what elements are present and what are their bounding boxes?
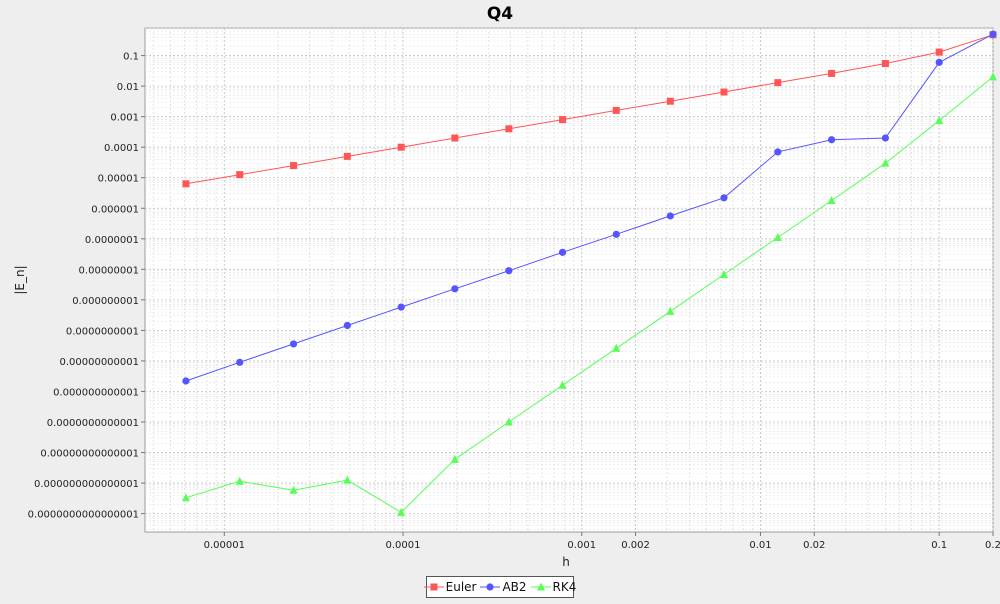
data-point-rk4 bbox=[289, 485, 298, 494]
legend-swatch-marker bbox=[430, 583, 438, 591]
y-tick-label: 0.00001 bbox=[98, 174, 139, 185]
data-point-ab2 bbox=[989, 30, 997, 38]
legend-swatch-rk4 bbox=[530, 582, 551, 591]
data-point-euler bbox=[397, 143, 405, 151]
series-line-rk4 bbox=[185, 76, 994, 514]
data-point-rk4 bbox=[397, 507, 406, 516]
data-point-ab2 bbox=[558, 248, 567, 256]
data-point-rk4 bbox=[935, 115, 944, 124]
legend-swatch-euler bbox=[423, 583, 444, 591]
y-tick-label: 0.000000000001 bbox=[53, 387, 139, 398]
axis-layer: 0.0000000000000001 0.000000000000001 0.000… bbox=[28, 52, 1000, 551]
data-point-euler bbox=[236, 171, 244, 179]
data-point-euler bbox=[935, 48, 943, 56]
data-point-euler bbox=[343, 152, 351, 160]
data-point-euler bbox=[505, 125, 513, 133]
data-point-rk4 bbox=[719, 269, 728, 278]
y-tick-label: 0.0000000001 bbox=[66, 326, 139, 337]
series-line-ab2 bbox=[185, 33, 994, 382]
data-point-ab2 bbox=[612, 230, 620, 238]
data-point-ab2 bbox=[720, 194, 728, 202]
grid-layer bbox=[145, 27, 994, 532]
data-point-euler bbox=[559, 116, 567, 124]
y-tick-label: 0.1 bbox=[123, 52, 139, 63]
data-point-euler bbox=[451, 134, 459, 142]
chart-title: Q4 bbox=[487, 4, 513, 24]
data-point-euler bbox=[666, 97, 674, 105]
x-tick-label: 0.001 bbox=[567, 540, 596, 551]
series-layer bbox=[181, 30, 997, 516]
x-tick-label: 0.1 bbox=[931, 540, 947, 551]
data-point-ab2 bbox=[827, 136, 836, 144]
data-point-ab2 bbox=[666, 212, 674, 220]
data-point-ab2 bbox=[774, 148, 782, 156]
data-point-ab2 bbox=[935, 58, 943, 66]
data-point-rk4 bbox=[989, 72, 997, 81]
data-point-ab2 bbox=[397, 303, 405, 311]
data-point-euler bbox=[182, 180, 190, 188]
y-tick-label: 0.0000000000000001 bbox=[28, 510, 139, 521]
legend-label-ab2: AB2 bbox=[502, 580, 527, 594]
legend-swatch-marker bbox=[486, 583, 495, 591]
y-tick-label: 0.000001 bbox=[91, 204, 139, 215]
y-tick-label: 0.0000001 bbox=[85, 235, 139, 246]
data-point-rk4 bbox=[343, 475, 352, 484]
data-point-euler bbox=[290, 162, 298, 170]
data-point-rk4 bbox=[235, 476, 244, 485]
y-tick-label: 0.000000001 bbox=[72, 296, 139, 307]
data-point-euler bbox=[828, 69, 836, 77]
series-line-euler bbox=[185, 34, 994, 185]
data-point-rk4 bbox=[504, 417, 513, 426]
legend-item-rk4: RK4 bbox=[530, 580, 577, 594]
x-tick-label: 0.02 bbox=[803, 540, 825, 551]
y-tick-label: 0.01 bbox=[117, 82, 139, 93]
y-tick-label: 0.00000000001 bbox=[59, 357, 139, 368]
y-axis-label: |E_n| bbox=[13, 265, 27, 294]
legend-swatch-marker bbox=[536, 582, 545, 591]
data-point-rk4 bbox=[612, 343, 621, 352]
data-point-euler bbox=[774, 79, 782, 87]
data-point-ab2 bbox=[881, 134, 889, 142]
data-point-ab2 bbox=[236, 358, 244, 366]
legend-label-rk4: RK4 bbox=[552, 580, 577, 594]
data-point-rk4 bbox=[450, 454, 459, 463]
y-tick-label: 0.00000001 bbox=[79, 265, 139, 276]
x-tick-label: 0.002 bbox=[621, 540, 650, 551]
data-point-rk4 bbox=[827, 195, 836, 204]
legend-item-ab2: AB2 bbox=[480, 580, 527, 594]
plot-area bbox=[144, 27, 994, 533]
x-tick-label: 0.00001 bbox=[204, 540, 245, 551]
legend-swatch-ab2 bbox=[480, 583, 501, 591]
x-tick-label: 0.01 bbox=[749, 540, 771, 551]
y-tick-label: 0.001 bbox=[110, 113, 139, 124]
data-point-rk4 bbox=[666, 306, 675, 315]
data-point-ab2 bbox=[182, 377, 190, 385]
data-point-ab2 bbox=[451, 285, 459, 293]
data-point-euler bbox=[612, 106, 620, 114]
data-point-rk4 bbox=[558, 380, 567, 389]
data-point-ab2 bbox=[343, 321, 351, 330]
y-tick-label: 0.00000000000001 bbox=[40, 449, 139, 460]
legend: Euler AB2 RK4 bbox=[423, 576, 577, 598]
y-tick-label: 0.000000000000001 bbox=[34, 479, 139, 490]
legend-item-euler: Euler bbox=[423, 580, 477, 594]
x-axis-label: h bbox=[562, 555, 570, 569]
data-point-ab2 bbox=[289, 340, 298, 348]
y-tick-label: 0.0000000000001 bbox=[47, 418, 139, 429]
x-tick-label: 0.0001 bbox=[386, 540, 421, 551]
data-point-euler bbox=[720, 88, 728, 96]
data-point-rk4 bbox=[881, 158, 890, 167]
data-point-ab2 bbox=[505, 267, 513, 275]
data-point-euler bbox=[881, 60, 889, 68]
y-tick-label: 0.0001 bbox=[104, 143, 139, 154]
data-point-rk4 bbox=[181, 493, 190, 502]
data-point-rk4 bbox=[773, 233, 782, 242]
x-tick-label: 0.2 bbox=[985, 540, 1000, 551]
legend-label-euler: Euler bbox=[445, 580, 477, 594]
